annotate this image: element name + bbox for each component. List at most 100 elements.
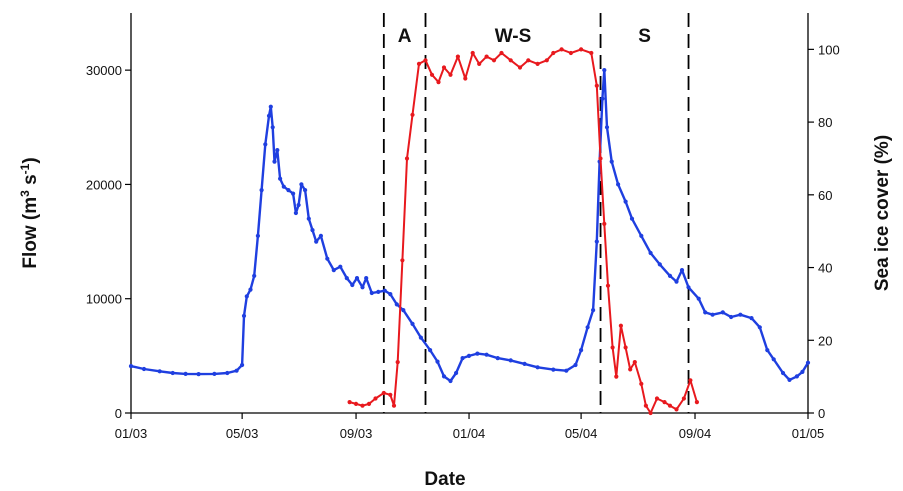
data-point (738, 312, 743, 317)
data-point (183, 371, 188, 376)
data-point (388, 292, 393, 297)
data-point (696, 296, 701, 301)
data-point (353, 401, 359, 406)
y-right-tick-label: 60 (818, 188, 832, 203)
data-point (703, 310, 708, 315)
data-point (585, 325, 590, 330)
y-left-title-end: ) (20, 157, 41, 163)
data-point (275, 148, 280, 153)
period-dividers (382, 13, 690, 413)
data-point (609, 159, 614, 164)
y-left-tick-label: 20000 (86, 177, 122, 192)
data-point (508, 358, 513, 363)
data-point (364, 276, 369, 281)
data-point (448, 72, 453, 77)
x-tick-label: 01/05 (792, 426, 825, 441)
data-point (314, 239, 319, 244)
data-point (771, 357, 776, 362)
data-point (667, 273, 673, 278)
data-point (441, 374, 447, 379)
data-point (629, 216, 635, 221)
data-point (318, 233, 323, 238)
data-point (602, 221, 607, 226)
y-right-tick-label: 20 (818, 333, 832, 348)
data-point (765, 348, 770, 353)
data-point (296, 202, 301, 208)
data-point (460, 356, 465, 361)
data-point (495, 356, 500, 361)
period-label-a: A (398, 26, 412, 47)
data-point (331, 268, 336, 273)
data-point (579, 47, 584, 52)
data-point (616, 182, 621, 187)
data-point (564, 368, 569, 373)
data-point (559, 47, 564, 52)
data-point (628, 367, 633, 372)
data-point (610, 345, 615, 350)
data-point (729, 314, 734, 320)
data-point (225, 370, 230, 376)
data-point (128, 364, 134, 369)
y-right-tick-label: 100 (818, 42, 840, 57)
data-point (416, 61, 422, 66)
data-point (423, 58, 428, 63)
data-point (381, 390, 386, 396)
data-point (568, 50, 574, 56)
data-point (662, 400, 667, 405)
data-point (654, 396, 660, 401)
series-2 (347, 47, 700, 416)
data-point (234, 368, 239, 373)
data-point (787, 377, 792, 382)
y-right-axis-title: Sea ice cover (%) (872, 135, 893, 291)
data-point (499, 50, 504, 56)
axis-ticks: 01/03 05/03 09/03 01/04 05/04 09/04 01/0501000… (86, 42, 840, 441)
data-point (448, 378, 453, 384)
data-point (400, 258, 405, 263)
data-point (618, 323, 624, 328)
data-point (657, 262, 662, 267)
data-point (454, 370, 459, 376)
data-point (338, 264, 343, 269)
data-point (291, 191, 296, 196)
y-right-tick-label: 80 (818, 115, 832, 130)
x-tick-label: 05/03 (226, 426, 259, 441)
x-tick-label: 09/03 (340, 426, 373, 441)
data-point (241, 313, 247, 318)
data-point (544, 58, 549, 63)
data-point (376, 289, 381, 294)
data-point (694, 400, 700, 405)
x-tick-label: 01/04 (453, 426, 486, 441)
data-point (410, 112, 415, 117)
y-left-title-base: Flow (m (20, 197, 41, 269)
data-point (141, 366, 147, 372)
data-point (455, 54, 460, 59)
data-point (508, 58, 513, 63)
data-point (522, 361, 527, 366)
data-point (688, 378, 693, 383)
data-point (373, 396, 378, 401)
data-point (350, 282, 355, 288)
data-point (757, 325, 762, 330)
data-point (749, 316, 754, 321)
data-point (255, 233, 260, 238)
data-point (196, 372, 201, 377)
data-point (466, 353, 472, 358)
data-point (674, 279, 679, 284)
data-point (484, 352, 489, 357)
data-point (535, 61, 540, 66)
period-label-s: S (638, 26, 651, 47)
data-point (259, 188, 264, 193)
data-point (306, 216, 311, 221)
data-point (382, 288, 387, 293)
data-point (429, 72, 435, 77)
x-tick-label: 09/04 (679, 426, 712, 441)
data-point (551, 367, 556, 372)
data-point (212, 371, 217, 376)
series-layer (128, 47, 811, 416)
data-point (293, 210, 298, 216)
data-point (347, 400, 352, 405)
data-point (266, 113, 272, 118)
data-point (240, 362, 245, 368)
x-axis-title: Date (424, 469, 465, 490)
data-point (428, 348, 433, 353)
